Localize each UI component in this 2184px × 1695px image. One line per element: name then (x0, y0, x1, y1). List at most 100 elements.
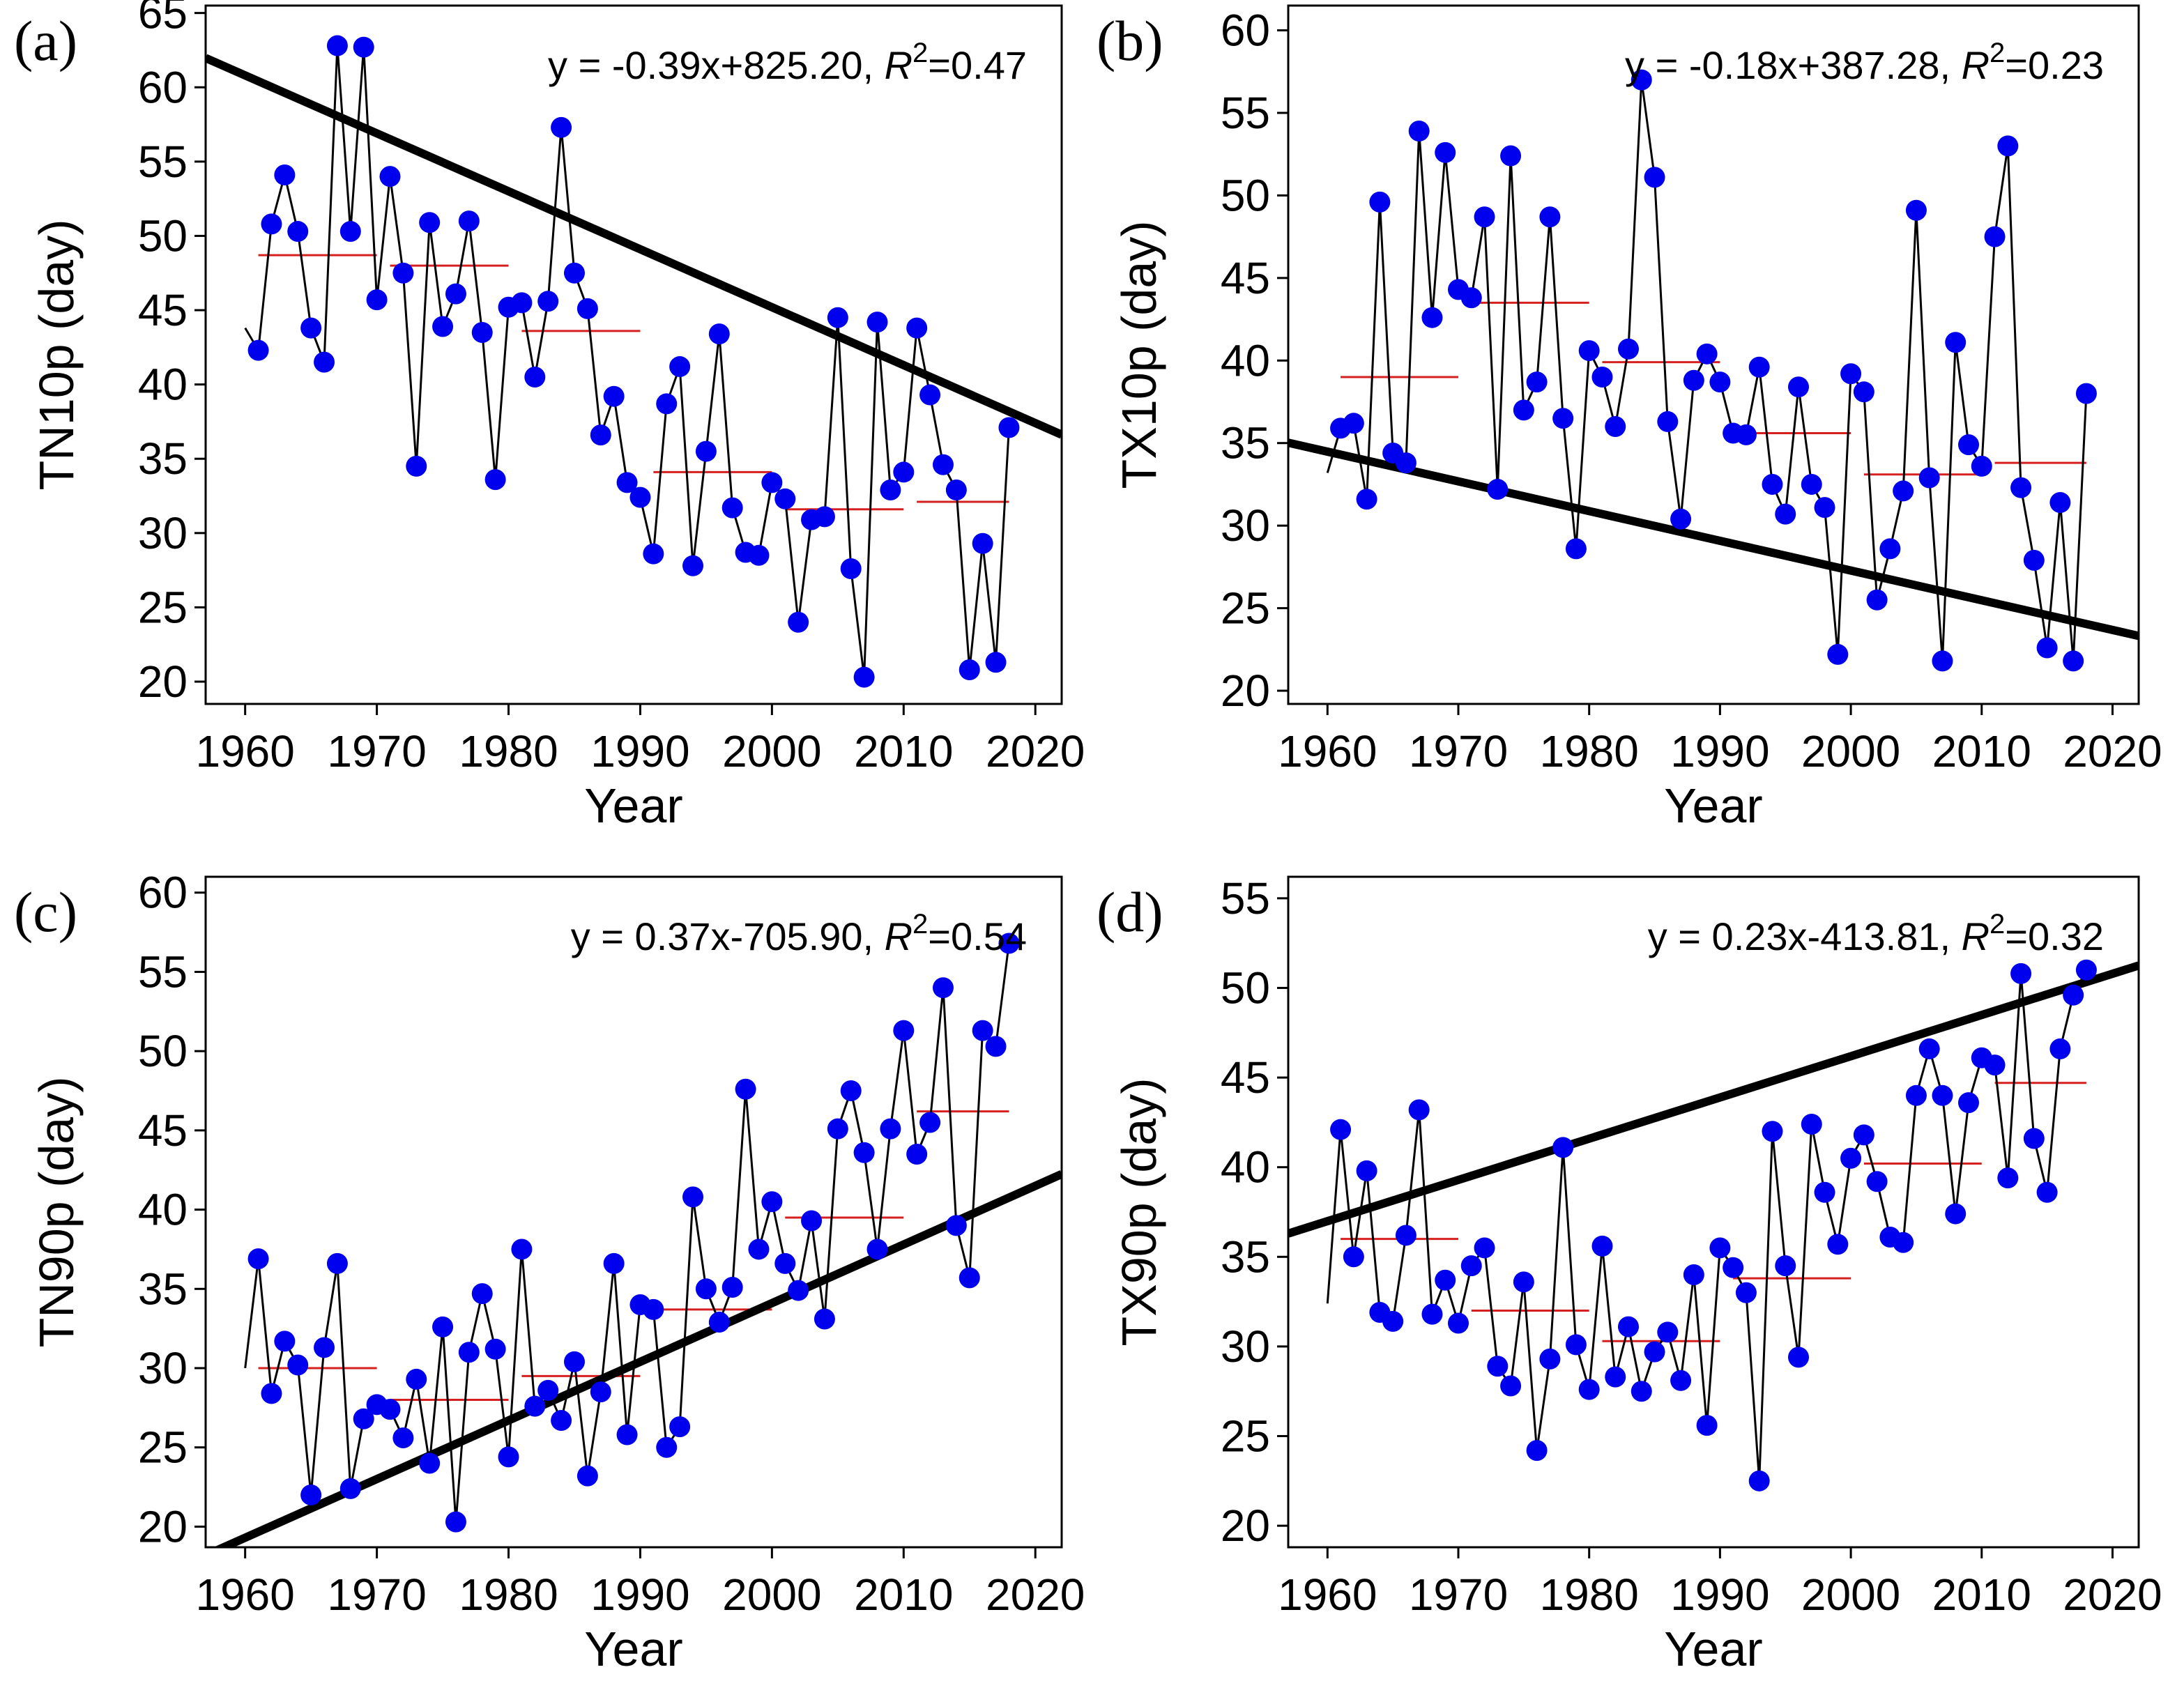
y-tick-label: 20 (1221, 1501, 1270, 1551)
data-point (1971, 455, 1992, 477)
panel-label: (a) (14, 9, 77, 72)
data-point (1958, 1092, 1979, 1114)
x-tick-label: 1990 (590, 726, 689, 776)
x-tick-label: 1970 (1409, 1570, 1508, 1620)
x-tick-label: 2020 (2063, 726, 2162, 776)
data-point (603, 1252, 625, 1274)
data-point (1788, 376, 1809, 398)
data-point (1591, 1235, 1613, 1257)
x-tick-label: 1990 (1670, 726, 1769, 776)
data-point (432, 1316, 454, 1337)
r2-superscript: 2 (1990, 38, 2005, 68)
data-point (432, 316, 454, 337)
data-point (1801, 1113, 1822, 1135)
data-point (1918, 1038, 1940, 1059)
data-point (985, 652, 1007, 673)
data-point (708, 323, 730, 345)
regression-equation: y = 0.37x-705.90, R2=0.54 (571, 909, 1027, 958)
data-point (1657, 1321, 1679, 1343)
data-point (945, 480, 967, 501)
data-point (287, 221, 309, 243)
data-point (274, 164, 296, 186)
data-point (814, 1308, 835, 1330)
data-point (880, 480, 901, 501)
data-point (682, 1186, 704, 1208)
data-point (1748, 1470, 1770, 1491)
y-tick-label: 55 (138, 946, 188, 997)
data-point (721, 497, 743, 519)
x-tick-label: 1970 (327, 726, 426, 776)
data-point (1683, 1264, 1704, 1286)
data-point (1945, 332, 1967, 353)
data-point (1657, 411, 1679, 432)
data-point (247, 339, 269, 361)
x-tick-label: 2010 (854, 1570, 953, 1620)
y-tick-label: 50 (138, 1026, 188, 1076)
data-point (616, 472, 638, 493)
r2-symbol: R (1962, 914, 1990, 958)
data-point (1723, 1257, 1744, 1278)
trend-line (213, 1170, 1062, 1547)
y-tick-label: 30 (1221, 500, 1270, 551)
x-axis-title: Year (584, 1622, 682, 1676)
data-point (1670, 508, 1692, 530)
equation-prefix: y = -0.39x+825.20, (548, 43, 885, 87)
data-point (1853, 381, 1874, 403)
data-point (906, 1143, 928, 1165)
data-point (788, 611, 809, 633)
data-point (866, 312, 888, 333)
x-tick-label: 1980 (1540, 726, 1639, 776)
y-tick-label: 45 (1221, 253, 1270, 303)
data-point (840, 558, 862, 579)
r2-superscript: 2 (1990, 909, 2005, 939)
data-point (959, 659, 980, 680)
y-tick-label: 45 (138, 1105, 188, 1156)
data-point (603, 385, 625, 407)
data-point (656, 393, 678, 415)
data-point (1539, 1348, 1561, 1370)
y-tick-label: 60 (138, 868, 188, 918)
data-point (1748, 356, 1770, 378)
y-tick-label: 35 (1221, 1232, 1270, 1282)
data-point (801, 1210, 823, 1232)
data-point (708, 1312, 730, 1333)
data-point (1513, 1271, 1534, 1293)
y-tick-label: 25 (138, 1422, 188, 1473)
data-point (563, 1351, 585, 1372)
data-point (1565, 1334, 1587, 1356)
equation-prefix: y = 0.23x-413.81, (1648, 914, 1962, 958)
data-point (919, 1112, 941, 1133)
data-point (1526, 371, 1548, 393)
data-point (563, 262, 585, 284)
data-point (1853, 1124, 1874, 1146)
series-line (1326, 79, 2088, 661)
y-tick-label: 60 (1221, 6, 1270, 56)
x-tick-label: 2020 (2063, 1570, 2162, 1620)
data-point (1814, 497, 1835, 519)
data-point (551, 1410, 572, 1432)
data-point (1709, 1237, 1731, 1259)
r2-value: =0.32 (2005, 914, 2104, 958)
data-point (1866, 589, 1888, 611)
data-point (471, 322, 493, 344)
data-point (287, 1354, 309, 1376)
y-tick-label: 25 (1221, 583, 1270, 634)
x-tick-label: 1960 (195, 726, 294, 776)
data-point (788, 1280, 809, 1301)
data-point (1356, 489, 1377, 510)
data-point (1905, 1084, 1927, 1106)
data-point (1932, 1084, 1953, 1106)
data-point (1879, 538, 1901, 560)
data-point (1696, 1415, 1718, 1436)
data-point (300, 317, 322, 339)
data-point (590, 424, 611, 446)
data-point (827, 307, 848, 328)
data-point (1801, 473, 1822, 495)
y-tick-label: 30 (138, 1343, 188, 1393)
data-point (1644, 1341, 1665, 1363)
data-point (1984, 1054, 2006, 1076)
x-tick-label: 2000 (722, 726, 821, 776)
data-point (1421, 307, 1443, 328)
data-point (840, 1080, 862, 1102)
